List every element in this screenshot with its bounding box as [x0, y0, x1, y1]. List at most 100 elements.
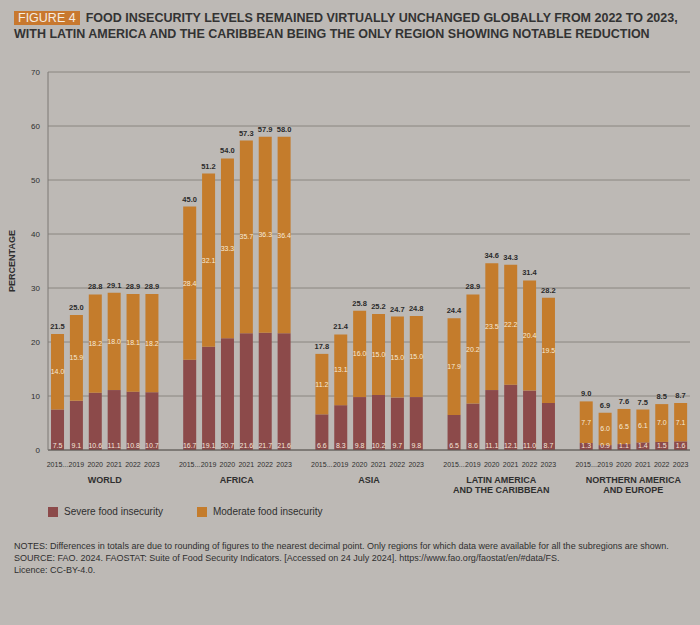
svg-text:15.0: 15.0	[391, 354, 405, 361]
svg-text:58.0: 58.0	[277, 125, 292, 134]
svg-text:2021: 2021	[635, 461, 651, 468]
svg-text:8.3: 8.3	[336, 442, 346, 449]
svg-text:20: 20	[31, 338, 40, 347]
svg-text:9.1: 9.1	[72, 442, 82, 449]
svg-text:2021: 2021	[503, 461, 519, 468]
svg-text:22.2: 22.2	[504, 321, 518, 328]
svg-text:20.2: 20.2	[466, 346, 480, 353]
svg-text:1.4: 1.4	[638, 442, 648, 449]
svg-text:57.3: 57.3	[239, 129, 254, 138]
svg-text:31.4: 31.4	[522, 268, 537, 277]
svg-text:18.2: 18.2	[88, 340, 102, 347]
svg-text:13.1: 13.1	[334, 366, 348, 373]
svg-text:1.5: 1.5	[657, 442, 667, 449]
svg-text:10.2: 10.2	[372, 442, 386, 449]
svg-text:34.6: 34.6	[484, 251, 499, 260]
svg-text:29.1: 29.1	[107, 281, 122, 290]
svg-text:2023: 2023	[408, 461, 424, 468]
svg-text:20.4: 20.4	[523, 332, 537, 339]
svg-text:21.6: 21.6	[240, 442, 254, 449]
svg-text:9.8: 9.8	[355, 442, 365, 449]
svg-text:20.7: 20.7	[221, 442, 235, 449]
svg-text:0.9: 0.9	[600, 442, 610, 449]
svg-text:ASIA: ASIA	[358, 475, 380, 485]
svg-text:7.7: 7.7	[581, 419, 591, 426]
svg-text:2020: 2020	[87, 461, 103, 468]
svg-text:2019: 2019	[597, 461, 613, 468]
svg-text:1.1: 1.1	[619, 442, 629, 449]
svg-text:45.0: 45.0	[182, 195, 197, 204]
svg-text:36.3: 36.3	[258, 231, 272, 238]
svg-text:10.8: 10.8	[126, 442, 140, 449]
svg-text:51.2: 51.2	[201, 162, 216, 171]
svg-text:34.3: 34.3	[503, 253, 518, 262]
svg-text:60: 60	[31, 122, 40, 131]
svg-text:28.9: 28.9	[145, 282, 160, 291]
svg-text:2020: 2020	[484, 461, 500, 468]
svg-text:2019: 2019	[69, 461, 85, 468]
svg-text:2023: 2023	[276, 461, 292, 468]
svg-text:11.1: 11.1	[108, 442, 121, 449]
svg-text:15.9: 15.9	[70, 354, 84, 361]
svg-text:2020: 2020	[616, 461, 632, 468]
svg-text:21.7: 21.7	[258, 442, 272, 449]
svg-text:2022: 2022	[390, 461, 406, 468]
svg-text:WORLD: WORLD	[88, 475, 122, 485]
svg-text:6.9: 6.9	[600, 401, 610, 410]
svg-text:0: 0	[36, 446, 41, 455]
svg-text:18.1: 18.1	[126, 339, 140, 346]
svg-text:2022: 2022	[522, 461, 538, 468]
svg-text:11.2: 11.2	[315, 381, 328, 388]
svg-text:2023: 2023	[673, 461, 689, 468]
svg-text:2022: 2022	[257, 461, 273, 468]
svg-text:21.4: 21.4	[333, 322, 348, 331]
svg-text:2023: 2023	[144, 461, 160, 468]
svg-text:50: 50	[31, 176, 40, 185]
svg-text:9.7: 9.7	[393, 442, 403, 449]
svg-text:2022: 2022	[654, 461, 670, 468]
svg-text:2023: 2023	[541, 461, 557, 468]
svg-text:2015...: 2015...	[179, 461, 200, 468]
svg-text:6.1: 6.1	[638, 422, 648, 429]
svg-text:2021: 2021	[238, 461, 254, 468]
svg-text:30: 30	[31, 284, 40, 293]
svg-text:8.5: 8.5	[656, 392, 666, 401]
svg-text:17.8: 17.8	[314, 342, 329, 351]
svg-text:2015...: 2015...	[47, 461, 68, 468]
svg-text:9.0: 9.0	[581, 389, 591, 398]
svg-text:1.6: 1.6	[676, 442, 686, 449]
svg-text:2021: 2021	[106, 461, 122, 468]
svg-text:2019: 2019	[333, 461, 349, 468]
svg-text:6.6: 6.6	[317, 442, 327, 449]
svg-text:2021: 2021	[371, 461, 387, 468]
svg-text:1.3: 1.3	[581, 442, 591, 449]
svg-text:6.5: 6.5	[619, 423, 629, 430]
svg-text:15.0: 15.0	[409, 353, 423, 360]
svg-text:19.5: 19.5	[542, 347, 556, 354]
svg-text:54.0: 54.0	[220, 146, 235, 155]
svg-text:6.5: 6.5	[449, 442, 459, 449]
svg-text:2019: 2019	[465, 461, 481, 468]
svg-text:8.6: 8.6	[468, 442, 478, 449]
svg-text:PERCENTAGE: PERCENTAGE	[8, 230, 17, 292]
svg-text:16.0: 16.0	[353, 350, 367, 357]
svg-text:36.4: 36.4	[277, 232, 291, 239]
svg-text:NORTHERN AMERICAAND EUROPE: NORTHERN AMERICAAND EUROPE	[586, 475, 682, 495]
svg-text:2015...: 2015...	[311, 461, 332, 468]
svg-text:7.0: 7.0	[657, 419, 667, 426]
svg-text:25.0: 25.0	[69, 303, 84, 312]
svg-text:35.7: 35.7	[240, 233, 254, 240]
svg-text:32.1: 32.1	[202, 257, 216, 264]
svg-text:33.3: 33.3	[221, 245, 235, 252]
svg-text:15.0: 15.0	[372, 351, 386, 358]
svg-text:28.2: 28.2	[541, 286, 556, 295]
svg-text:7.5: 7.5	[53, 442, 63, 449]
svg-text:8.7: 8.7	[675, 391, 685, 400]
svg-text:11.0: 11.0	[523, 442, 536, 449]
svg-text:2015...: 2015...	[575, 461, 596, 468]
svg-text:16.7: 16.7	[183, 442, 197, 449]
svg-text:2022: 2022	[125, 461, 141, 468]
svg-text:24.4: 24.4	[447, 306, 462, 315]
svg-text:8.7: 8.7	[544, 442, 554, 449]
svg-text:7.6: 7.6	[619, 397, 629, 406]
